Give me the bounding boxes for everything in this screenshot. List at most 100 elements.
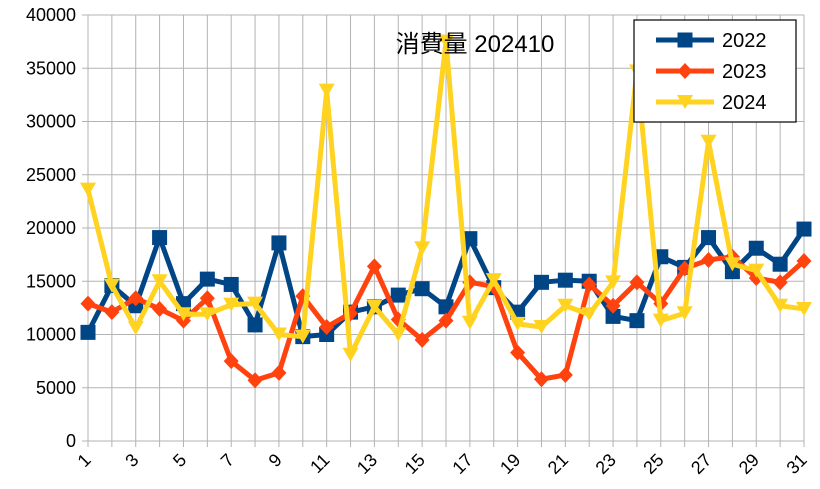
legend-swatch-marker [677, 95, 693, 109]
data-point-2024 [366, 299, 383, 314]
data-point-2024 [509, 316, 526, 331]
x-tick-label: 9 [265, 450, 286, 471]
data-point-2022 [247, 317, 263, 333]
x-tick-label: 29 [735, 450, 763, 478]
data-point-2024 [247, 296, 264, 311]
grid-layer [87, 14, 805, 442]
data-point-2022 [462, 231, 478, 247]
data-point-2024 [605, 275, 622, 290]
data-point-2024 [342, 347, 359, 362]
data-point-2023 [104, 304, 120, 321]
data-point-2022 [557, 272, 573, 288]
data-point-2024 [127, 321, 144, 336]
data-point-2023 [319, 319, 335, 336]
data-point-2022 [605, 308, 621, 324]
x-tick-label: 19 [496, 450, 524, 478]
legend-entry-2024: 2024 [656, 92, 767, 114]
data-point-2023 [581, 276, 597, 293]
data-point-2024 [748, 263, 765, 278]
data-point-2023 [533, 371, 549, 388]
series-2024 [80, 34, 812, 362]
data-point-2024 [652, 313, 669, 328]
data-point-2024 [772, 298, 789, 313]
y-tick-label: 15000 [26, 271, 76, 291]
legend-swatch-marker [677, 32, 693, 48]
legend-swatch-marker [677, 63, 693, 79]
legend-label: 2023 [722, 61, 767, 83]
data-point-2024 [390, 327, 407, 342]
data-point-2023 [247, 372, 263, 389]
legend-entry-2023: 2023 [656, 61, 767, 83]
data-point-2024 [175, 307, 192, 322]
data-point-2022 [223, 276, 239, 292]
chart-title: 消費量 202410 [396, 31, 555, 58]
data-point-2024 [676, 306, 693, 321]
data-point-2024 [796, 301, 812, 316]
x-tick-label: 23 [592, 450, 620, 478]
data-point-2024 [557, 298, 574, 313]
x-tick-label: 5 [169, 450, 190, 471]
legend-label: 2024 [722, 92, 767, 114]
data-point-2023 [366, 258, 382, 275]
data-point-2024 [270, 327, 287, 342]
data-point-2022 [533, 274, 549, 290]
data-point-2024 [103, 278, 120, 293]
data-point-2024 [223, 297, 240, 312]
data-point-2024 [533, 320, 550, 335]
data-point-2022 [199, 271, 215, 287]
data-point-2024 [151, 274, 168, 289]
x-tick-label: 21 [544, 450, 572, 478]
y-tick-label: 10000 [26, 325, 76, 345]
x-tick-label: 3 [121, 450, 142, 471]
data-point-2022 [414, 281, 430, 297]
data-point-2024 [199, 307, 216, 322]
data-point-2023 [629, 274, 645, 291]
data-point-2023 [510, 344, 526, 361]
data-point-2023 [128, 290, 144, 307]
data-point-2024 [80, 182, 96, 197]
data-point-2023 [80, 295, 96, 312]
data-point-2024 [461, 315, 478, 330]
x-tick-label: 31 [783, 450, 811, 478]
data-point-2024 [294, 329, 311, 344]
data-point-2024 [700, 134, 717, 149]
x-tick-label: 15 [401, 450, 429, 478]
data-point-2022 [701, 230, 717, 246]
data-point-2023 [223, 353, 239, 370]
data-point-2022 [629, 313, 645, 329]
x-tick-label: 13 [353, 450, 381, 478]
data-point-2022 [748, 240, 764, 256]
y-tick-label: 35000 [26, 58, 76, 78]
data-point-2024 [485, 273, 502, 288]
data-point-2022 [724, 264, 740, 280]
data-point-2022 [796, 221, 812, 237]
data-point-2023 [605, 297, 621, 314]
series-layer [80, 34, 812, 389]
y-tick-label: 0 [66, 431, 76, 451]
y-tick-label: 20000 [26, 218, 76, 238]
data-point-2024 [581, 307, 598, 322]
x-tick-label: 11 [306, 450, 333, 477]
x-tick-label: 27 [687, 450, 715, 478]
data-point-2023 [438, 312, 454, 329]
data-point-2022 [772, 256, 788, 272]
data-point-2023 [271, 364, 287, 381]
x-tick-label: 7 [217, 450, 238, 471]
data-point-2023 [701, 251, 717, 268]
data-point-2024 [414, 241, 431, 256]
y-tick-label: 25000 [26, 165, 76, 185]
legend-entry-2022: 2022 [656, 30, 767, 52]
legend: 2022 2023 2024 [633, 19, 797, 123]
x-tick-label: 17 [448, 450, 476, 478]
data-point-2023 [199, 290, 215, 307]
data-point-2022 [271, 235, 287, 251]
data-point-2024 [438, 34, 454, 49]
y-tick-label: 30000 [26, 112, 76, 132]
data-point-2023 [557, 366, 573, 383]
legend-label: 2022 [722, 30, 767, 52]
data-point-2022 [80, 324, 96, 340]
y-tick-label: 40000 [26, 5, 76, 25]
data-point-2024 [318, 83, 335, 98]
data-point-2024 [724, 257, 741, 272]
